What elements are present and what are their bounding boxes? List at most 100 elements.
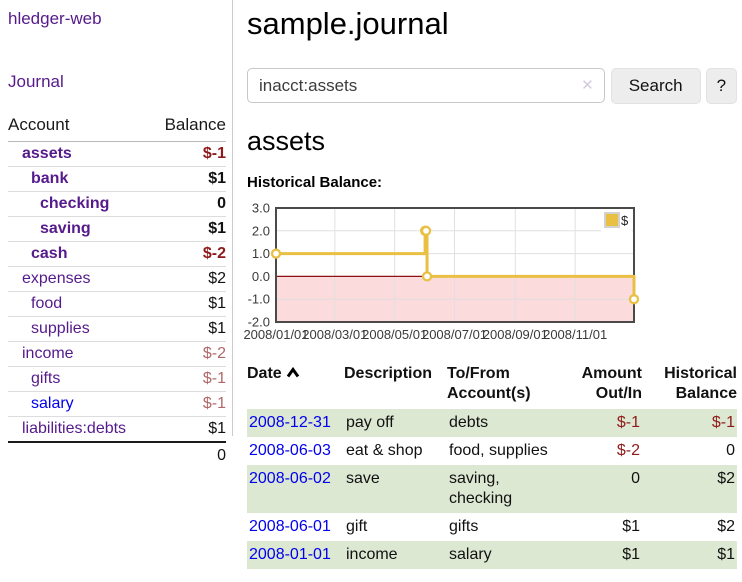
account-balance: $-2: [151, 241, 226, 267]
account-balance: $-1: [151, 141, 226, 167]
transaction-balance: $-1: [642, 409, 737, 437]
search-input[interactable]: [247, 68, 605, 103]
transaction-date-link[interactable]: 2008-06-01: [249, 518, 331, 535]
transaction-amount: $1: [559, 541, 642, 569]
register-header-accounts[interactable]: To/From Account(s): [447, 365, 531, 402]
svg-text:2008/11/01: 2008/11/01: [543, 327, 607, 342]
table-row: food $1: [8, 291, 226, 317]
svg-text:2008/03/01: 2008/03/01: [302, 327, 367, 342]
clear-search-icon[interactable]: ✕: [581, 77, 594, 94]
chart-canvas: 3.0 2.0 1.0 0.0 -1.0 -2.02008/01/012008/03/01…: [243, 201, 640, 342]
accounts-total-row: 0: [8, 441, 226, 469]
historical-balance-chart: 3.0 2.0 1.0 0.0 -1.0 -2.0 2008/01/01 2008/03/01…: [243, 200, 713, 350]
register-table: Date Description To/From Account(s) Amou…: [247, 362, 737, 569]
account-heading: assets: [247, 126, 326, 156]
table-row: expenses $2: [8, 266, 226, 292]
page-title: sample.journal: [247, 6, 449, 41]
transaction-accounts: food, supplies: [449, 442, 548, 459]
table-row: 2008-06-02 save saving, checking 0 $2: [247, 465, 737, 513]
svg-text:2008/07/01: 2008/07/01: [422, 327, 487, 342]
sidebar-item-bank[interactable]: bank: [31, 170, 69, 187]
chart-title: Historical Balance:: [247, 174, 383, 191]
sidebar-item-supplies[interactable]: supplies: [31, 320, 90, 337]
sidebar: hledger-web Journal Account Balance asse…: [8, 0, 226, 469]
transaction-balance: $1: [642, 541, 737, 569]
help-button[interactable]: ?: [705, 68, 737, 104]
sort-ascending-icon: [286, 364, 300, 384]
svg-text:2008/05/01: 2008/05/01: [362, 327, 427, 342]
account-balance: $1: [151, 291, 226, 317]
table-row: salary $-1: [8, 391, 226, 417]
table-row: liabilities:debts $1: [8, 416, 226, 443]
table-row: gifts $-1: [8, 366, 226, 392]
account-balance: $1: [151, 416, 226, 443]
account-balance: $-2: [151, 341, 226, 367]
sidebar-item-salary[interactable]: salary: [31, 395, 74, 412]
transaction-date-link[interactable]: 2008-06-03: [249, 442, 331, 459]
transaction-date-link[interactable]: 2008-01-01: [249, 546, 331, 563]
account-balance: $1: [151, 316, 226, 342]
table-row: 2008-12-31 pay off debts $-1 $-1: [247, 409, 737, 437]
table-row: supplies $1: [8, 316, 226, 342]
table-row: 2008-06-03 eat & shop food, supplies $-2…: [247, 437, 737, 465]
table-row: assets $-1: [8, 141, 226, 167]
svg-text:1.0: 1.0: [252, 246, 270, 261]
sidebar-item-liabilities-debts[interactable]: liabilities:debts: [22, 420, 127, 437]
svg-text:2008/01/01: 2008/01/01: [243, 327, 308, 342]
table-row: checking 0: [8, 191, 226, 217]
table-row: 2008-01-01 income salary $1 $1: [247, 541, 737, 569]
sidebar-divider: [232, 0, 233, 436]
sidebar-item-gifts[interactable]: gifts: [31, 370, 61, 387]
svg-text:2.0: 2.0: [252, 223, 270, 238]
search-form: ✕ Search ?: [247, 68, 737, 104]
brand-link[interactable]: hledger-web: [8, 9, 102, 28]
transaction-description: save: [344, 465, 447, 513]
svg-text:3.0: 3.0: [252, 201, 270, 216]
transaction-description: gift: [346, 518, 368, 535]
register-header-date[interactable]: Date: [247, 362, 344, 409]
sidebar-item-checking[interactable]: checking: [40, 195, 110, 212]
register-header-balance[interactable]: Historical Balance: [664, 365, 737, 402]
account-balance: 0: [151, 191, 226, 217]
account-balance: $-1: [151, 391, 226, 417]
table-row: bank $1: [8, 166, 226, 192]
table-row: cash $-2: [8, 241, 226, 267]
register-header-amount[interactable]: Amount Out/In: [581, 365, 642, 402]
search-button[interactable]: Search: [610, 68, 701, 104]
sidebar-item-saving[interactable]: saving: [40, 220, 91, 237]
transaction-amount: $-1: [559, 409, 642, 437]
transaction-amount: $-2: [616, 442, 640, 459]
transaction-accounts: gifts: [449, 518, 479, 535]
transaction-date-link[interactable]: 2008-12-31: [249, 414, 331, 431]
transaction-balance: $2: [642, 465, 737, 513]
main-content: sample.journal ✕ Search ? assets Histori…: [243, 0, 737, 569]
transaction-accounts: salary: [447, 541, 559, 569]
sidebar-item-income[interactable]: income: [22, 345, 74, 362]
sidebar-item-cash[interactable]: cash: [31, 245, 68, 262]
register-header-description[interactable]: Description: [344, 365, 433, 382]
table-row: income $-2: [8, 341, 226, 367]
account-balance: $-1: [151, 366, 226, 392]
transaction-description: eat & shop: [346, 442, 423, 459]
account-balance: $1: [151, 166, 226, 192]
transaction-accounts: saving, checking: [447, 465, 559, 513]
transaction-amount: $1: [622, 518, 640, 535]
table-row: 2008-06-01 gift gifts $1 $2: [247, 513, 737, 541]
account-balance: $2: [151, 266, 226, 292]
sidebar-item-food[interactable]: food: [31, 295, 63, 312]
transaction-balance: 0: [726, 442, 735, 459]
svg-text:0.0: 0.0: [252, 269, 270, 284]
sidebar-item-assets[interactable]: assets: [22, 145, 72, 162]
svg-text:-2.0: -2.0: [248, 315, 270, 330]
transaction-amount: 0: [559, 465, 642, 513]
accounts-total-value: 0: [151, 441, 226, 469]
accounts-header-account: Account: [8, 113, 152, 142]
nav-journal-link[interactable]: Journal: [8, 72, 64, 91]
account-balance: $1: [151, 216, 226, 242]
accounts-header-balance: Balance: [151, 113, 226, 142]
accounts-table: Account Balance assets $-1 bank $1 check…: [8, 113, 226, 469]
transaction-date-link[interactable]: 2008-06-02: [249, 470, 331, 487]
svg-text:-1.0: -1.0: [248, 292, 270, 307]
sidebar-item-expenses[interactable]: expenses: [22, 270, 91, 287]
transaction-balance: $2: [717, 518, 735, 535]
